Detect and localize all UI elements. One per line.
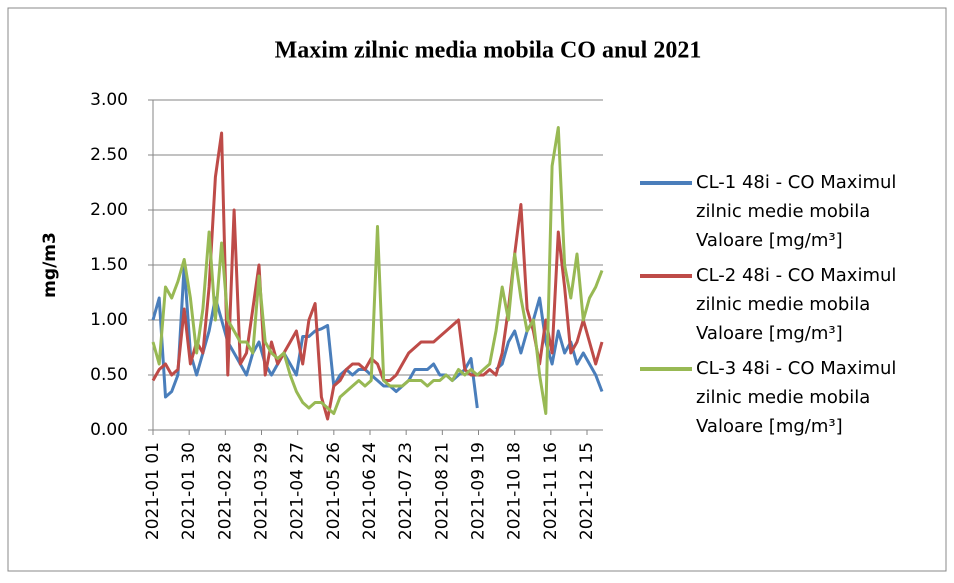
series-line bbox=[151, 126, 604, 415]
legend-swatch bbox=[640, 181, 692, 185]
y-tick-label: 1.00 bbox=[90, 310, 128, 330]
x-tick-label: 2021-11 16 bbox=[541, 442, 561, 540]
series-line bbox=[151, 131, 604, 421]
y-tick-label: 0.00 bbox=[90, 420, 128, 440]
y-tick-label: 2.50 bbox=[90, 145, 128, 165]
x-tick-label: 2021-01 01 bbox=[143, 442, 163, 540]
y-tick-label: 3.00 bbox=[90, 90, 128, 110]
legend-swatch bbox=[640, 367, 692, 371]
legend: CL-1 48i - CO Maximul zilnic medie mobil… bbox=[640, 168, 940, 447]
legend-item: CL-1 48i - CO Maximul zilnic medie mobil… bbox=[640, 168, 936, 255]
x-tick-label: 2021-10 18 bbox=[505, 442, 525, 540]
legend-label: CL-1 48i - CO Maximul zilnic medie mobil… bbox=[696, 172, 897, 251]
chart-title: Maxim zilnic media mobila CO anul 2021 bbox=[275, 38, 702, 64]
legend-item: CL-2 48i - CO Maximul zilnic medie mobil… bbox=[640, 261, 936, 348]
legend-swatch bbox=[640, 274, 692, 278]
x-tick-label: 2021-04 27 bbox=[288, 442, 308, 540]
y-tick-label: 0.50 bbox=[90, 365, 128, 385]
series-line bbox=[151, 263, 604, 409]
y-tick-label: 1.50 bbox=[90, 255, 128, 275]
x-tick-label: 2021-08 21 bbox=[432, 442, 452, 540]
legend-label: CL-2 48i - CO Maximul zilnic medie mobil… bbox=[696, 265, 897, 344]
x-tick-label: 2021-12 15 bbox=[577, 442, 597, 540]
x-tick-label: 2021-01 30 bbox=[179, 442, 199, 540]
legend-item: CL-3 48i - CO Maximul zilnic medie mobil… bbox=[640, 354, 936, 441]
x-tick-label: 2021-09 19 bbox=[469, 442, 489, 540]
x-tick-label: 2021-06 24 bbox=[360, 442, 380, 540]
y-axis-label: mg/m3 bbox=[40, 232, 60, 298]
x-tick-label: 2021-05 26 bbox=[324, 442, 344, 540]
legend-label: CL-3 48i - CO Maximul zilnic medie mobil… bbox=[696, 358, 897, 437]
y-tick-label: 2.00 bbox=[90, 200, 128, 220]
x-tick-label: 2021-03 29 bbox=[252, 442, 272, 540]
x-tick-label: 2021-07 23 bbox=[396, 442, 416, 540]
x-tick-label: 2021-02 28 bbox=[215, 442, 235, 540]
